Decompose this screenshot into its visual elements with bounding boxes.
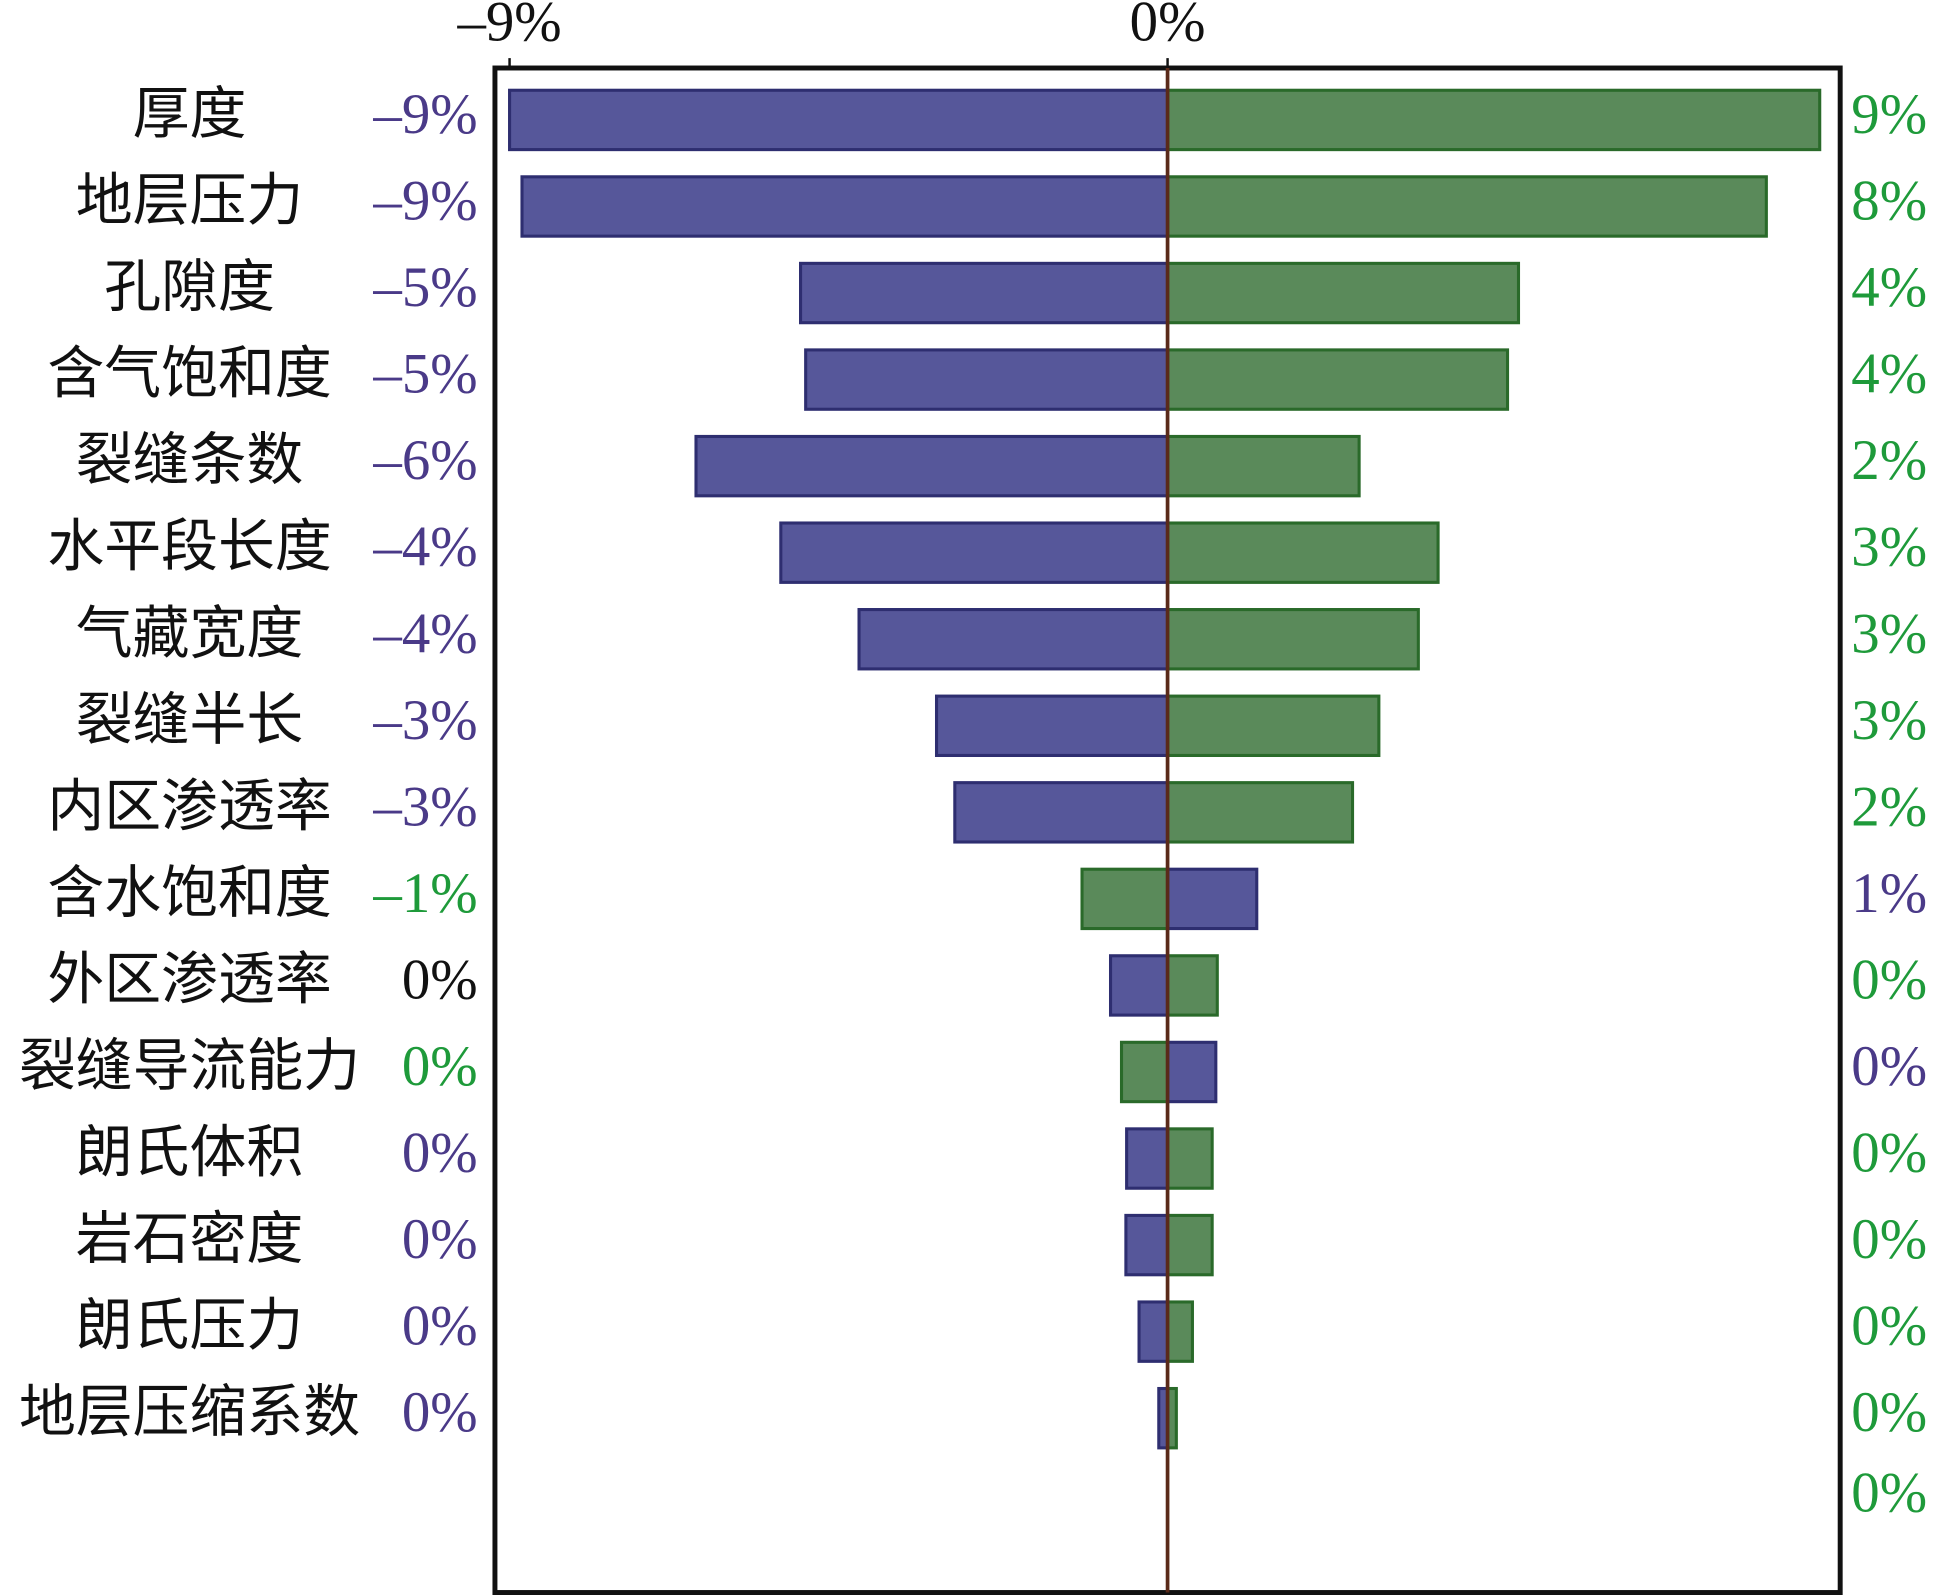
left-value-label: 0% [402, 1295, 478, 1358]
right-value-label: 4% [1851, 343, 1927, 406]
right-value-label: 0% [1851, 1122, 1927, 1185]
bar [1108, 954, 1170, 1017]
category-label: 地层压力 [76, 170, 303, 233]
bar [934, 694, 1170, 758]
left-value-label: –9% [372, 83, 477, 146]
right-value-label: 4% [1851, 256, 1927, 319]
left-value-label: 0% [402, 1381, 478, 1444]
category-label: 岩石密度 [76, 1208, 303, 1271]
right-value-label: 3% [1851, 689, 1927, 752]
x-tick-label: 0% [1130, 0, 1206, 53]
bar [1166, 348, 1510, 411]
annotation: 0% [1851, 1462, 1927, 1525]
bar [1125, 1127, 1170, 1190]
right-value-label: 3% [1851, 602, 1927, 665]
category-label: 裂缝半长 [76, 689, 303, 752]
bar [1166, 694, 1381, 758]
bar [1166, 954, 1219, 1017]
right-value-label: 0% [1851, 948, 1927, 1011]
left-value-label: –3% [372, 689, 477, 752]
bar [857, 608, 1170, 671]
bar [1166, 261, 1521, 325]
left-value-label: –3% [372, 775, 477, 838]
bar [1166, 867, 1259, 931]
right-value-label: 0% [1851, 1035, 1927, 1098]
bar [520, 175, 1170, 238]
bar [508, 88, 1170, 152]
bar [1119, 1040, 1170, 1104]
category-label: 含气饱和度 [47, 343, 331, 406]
bar [779, 521, 1170, 584]
x-tick-label: –9% [456, 0, 561, 53]
bar [1137, 1300, 1170, 1363]
bar [1080, 867, 1170, 931]
right-value-label: 9% [1851, 83, 1927, 146]
bar [1166, 175, 1768, 238]
category-label: 孔隙度 [104, 256, 275, 319]
bar [1166, 434, 1361, 498]
right-value-label: 2% [1851, 429, 1927, 492]
left-value-label: 0% [402, 1035, 478, 1098]
left-value-label: –4% [372, 602, 477, 665]
left-value-label: –5% [372, 343, 477, 406]
bar [1166, 781, 1355, 844]
category-label: 含水饱和度 [47, 862, 331, 925]
bar [1166, 1213, 1214, 1277]
bar [1166, 1127, 1214, 1190]
right-value-label: 8% [1851, 170, 1927, 233]
left-value-label: –9% [372, 170, 477, 233]
right-value-label: 0% [1851, 1295, 1927, 1358]
bar [1166, 521, 1440, 584]
bar [804, 348, 1170, 411]
bar [1166, 1300, 1194, 1363]
bar [953, 781, 1170, 844]
category-label: 内区渗透率 [47, 775, 331, 838]
bar [1166, 1040, 1218, 1104]
left-value-label: 0% [402, 948, 478, 1011]
category-label: 气藏宽度 [76, 602, 303, 665]
bar [694, 434, 1170, 498]
bar [1124, 1213, 1170, 1277]
bar [1166, 608, 1420, 671]
right-value-label: 0% [1851, 1381, 1927, 1444]
category-label: 外区渗透率 [47, 948, 331, 1011]
left-value-label: 0% [402, 1122, 478, 1185]
right-value-label: 0% [1851, 1208, 1927, 1271]
category-label: 裂缝导流能力 [19, 1035, 360, 1098]
bar [1166, 88, 1822, 152]
left-value-label: –1% [372, 862, 477, 925]
category-label: 厚度 [133, 83, 247, 146]
left-value-label: 0% [402, 1208, 478, 1271]
left-value-label: –6% [372, 429, 477, 492]
category-label: 裂缝条数 [76, 429, 303, 492]
right-value-label: 3% [1851, 516, 1927, 579]
right-value-label: 1% [1851, 862, 1927, 925]
left-value-label: –5% [372, 256, 477, 319]
category-label: 水平段长度 [47, 516, 331, 579]
category-label: 朗氏体积 [76, 1122, 303, 1185]
category-label: 地层压缩系数 [19, 1381, 360, 1444]
left-value-label: –4% [372, 516, 477, 579]
right-value-label: 2% [1851, 775, 1927, 838]
category-label: 朗氏压力 [76, 1295, 303, 1358]
bar [799, 261, 1170, 325]
